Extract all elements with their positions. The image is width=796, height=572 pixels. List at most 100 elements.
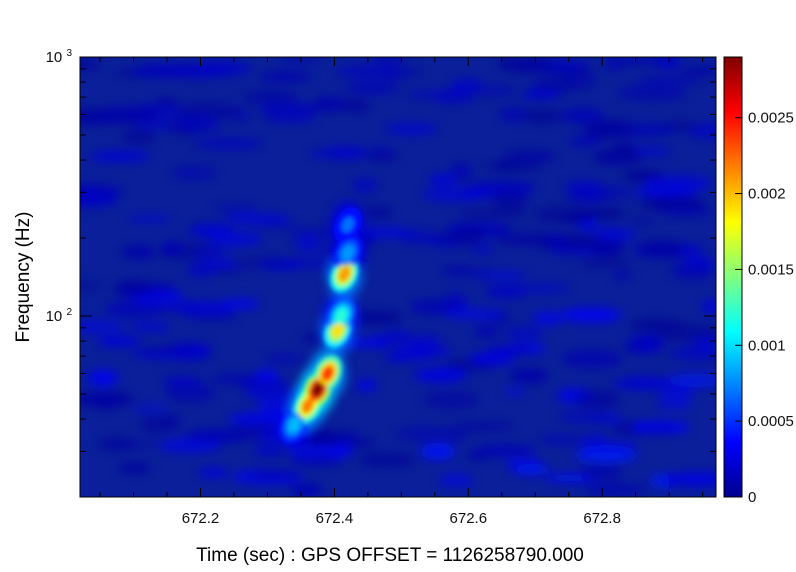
noise-blob (80, 282, 102, 290)
noise-blob (637, 240, 686, 258)
noise-blob (563, 179, 604, 194)
noise-blob (496, 57, 554, 73)
noise-blob (423, 391, 480, 408)
noise-blob (573, 390, 620, 408)
chirp-point (331, 322, 344, 338)
noise-blob (96, 397, 118, 412)
noise-blob (399, 230, 443, 245)
noise-blob (578, 260, 631, 267)
noise-blob (411, 346, 453, 356)
y-tick-label: 10 3 (46, 48, 73, 66)
noise-blob (631, 147, 671, 156)
colorbar-tick-label: 0.0015 (748, 261, 794, 278)
noise-blob (538, 436, 584, 444)
noise-blob (613, 140, 636, 152)
plot-frame (79, 56, 717, 498)
x-tick-label: 672.4 (316, 510, 354, 527)
noise-blob (207, 231, 264, 247)
chirp-point (311, 381, 324, 398)
noise-blob (633, 187, 699, 198)
chirp-point (301, 398, 314, 414)
noise-blob (492, 192, 527, 210)
noise-blob (429, 173, 457, 187)
noise-blob (384, 123, 439, 135)
noise-blob (118, 462, 152, 474)
noise-blob (87, 369, 119, 387)
noise-blob (313, 97, 348, 111)
noise-blob (504, 389, 525, 395)
noise-blob (366, 150, 399, 161)
noise-blob (702, 299, 716, 314)
noise-blob (144, 303, 199, 311)
noise-blob (488, 345, 533, 356)
noise-blob (485, 284, 527, 299)
noise-blob (563, 74, 598, 88)
noise-blob (429, 234, 483, 246)
colorbar-tick-label: 0.0025 (748, 110, 794, 127)
noise-blob (657, 388, 695, 399)
noise-blob (413, 367, 468, 383)
noise-blob (612, 271, 633, 279)
noise-blob (219, 299, 261, 309)
noise-blob (351, 311, 403, 324)
noise-blob (421, 188, 490, 202)
noise-blob (666, 373, 716, 388)
noise-blob (289, 483, 323, 497)
noise-blob (568, 137, 602, 146)
noise-blob (513, 463, 551, 476)
noise-blob (669, 347, 716, 360)
noise-blob (466, 451, 489, 460)
chirp-signal (276, 200, 366, 449)
noise-blob (231, 423, 280, 435)
noise-blob (141, 415, 172, 433)
noise-blob (165, 384, 215, 402)
noise-blob (233, 258, 298, 268)
noise-blob (582, 484, 646, 494)
colorbar-tick-label: 0.0005 (748, 413, 794, 430)
noise-blob (264, 353, 304, 363)
noise-blob (172, 165, 217, 180)
noise-blob (345, 81, 400, 95)
noise-blob (356, 378, 378, 392)
noise-blob (468, 351, 515, 366)
noise-blob (471, 245, 494, 254)
noise-blob (133, 64, 202, 78)
chirp-point (341, 217, 354, 233)
noise-blob (438, 473, 474, 488)
noise-blob (96, 441, 161, 448)
noise-blob (259, 72, 311, 82)
noise-blob (257, 103, 321, 116)
y-axis: 10 2 10 3 (46, 48, 716, 498)
noise-blob (561, 349, 623, 368)
noise-blob (680, 67, 716, 76)
noise-blob (290, 454, 343, 468)
noise-blob (197, 467, 229, 479)
noise-blob (162, 376, 202, 387)
noise-blob (406, 91, 466, 98)
noise-blob (658, 206, 713, 215)
noise-blob (100, 106, 161, 115)
x-tick-label: 672.8 (583, 510, 621, 527)
noise-blob (582, 433, 607, 445)
colorbar: 0 0.0005 0.001 0.0015 0.002 0.0025 (723, 56, 794, 506)
noise-blob (458, 209, 528, 217)
noise-blob (168, 300, 234, 314)
noise-blob (505, 327, 544, 339)
noise-blob (323, 146, 369, 160)
noise-blob (656, 400, 694, 409)
noise-blob (544, 233, 571, 250)
noise-blob (687, 122, 716, 140)
noise-blob (184, 311, 239, 320)
noise-blob (80, 59, 101, 70)
noise-blob (532, 311, 564, 326)
noise-blob (126, 214, 173, 224)
chirp-point (321, 365, 334, 382)
noise-blob (212, 205, 259, 213)
noise-blob (630, 217, 655, 225)
noise-blob (80, 184, 122, 201)
noise-blob (470, 269, 493, 279)
noise-blob (663, 471, 716, 487)
noise-blob (352, 178, 379, 193)
noise-blob (504, 149, 557, 164)
noise-blob (104, 301, 164, 318)
